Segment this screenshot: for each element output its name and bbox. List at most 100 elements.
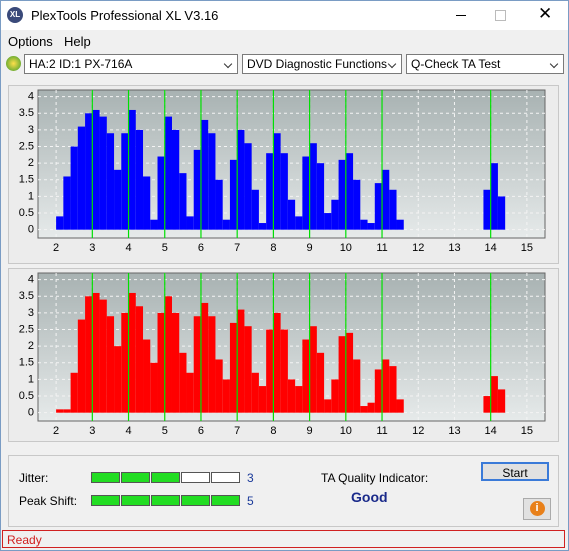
histogram-bar [345,153,354,230]
histogram-bar [215,179,223,230]
y-tick-label: 2.5 [19,323,34,335]
y-tick-label: 4 [28,91,34,103]
x-tick-label: 14 [485,425,497,437]
function-select[interactable]: DVD Diagnostic Functions [242,54,402,74]
histogram-bar [77,126,86,230]
histogram-bar [70,146,78,230]
x-tick-label: 5 [162,242,168,254]
histogram-bar [121,312,129,413]
histogram-bar [353,179,361,230]
x-tick-label: 3 [89,425,95,437]
histogram-bar [353,359,361,413]
histogram-bar [121,133,129,230]
y-tick-label: 3 [28,307,34,319]
histogram-bar [497,196,506,230]
histogram-bar [56,409,64,413]
y-tick-label: 3.5 [19,107,34,119]
histogram-bar [338,159,346,230]
y-tick-label: 2 [28,157,34,169]
x-tick-label: 6 [198,425,204,437]
histogram-bar [114,346,122,413]
menu-help[interactable]: Help [64,34,91,49]
x-tick-label: 5 [162,425,168,437]
histogram-bar [287,379,296,413]
histogram-bar [324,213,332,230]
histogram-bar [360,406,368,413]
y-tick-label: 0 [28,407,34,419]
histogram-bar [490,163,498,230]
meter-segment [151,472,180,483]
histogram-bar [200,302,209,413]
histogram-bar [258,223,267,230]
x-tick-label: 4 [125,425,131,437]
x-tick-label: 15 [521,425,533,437]
histogram-bar [164,296,172,413]
histogram-bar [374,183,383,230]
histogram-bar [157,156,165,230]
x-tick-label: 11 [376,242,387,254]
histogram-bar [56,216,64,230]
histogram-bar [63,176,71,230]
y-tick-label: 2.5 [19,140,34,152]
y-tick-label: 4 [28,274,34,286]
meter-segment [181,472,210,483]
x-tick-label: 15 [521,242,533,254]
minimize-button[interactable] [456,15,466,16]
histogram-bar [135,129,144,230]
histogram-bar [273,133,281,230]
y-tick-label: 1 [28,190,34,202]
menu-options[interactable]: Options [8,34,53,49]
histogram-bar [280,153,288,230]
histogram-bar [229,159,238,230]
histogram-bar [295,216,303,230]
y-tick-label: 1.5 [19,174,34,186]
drive-select[interactable]: HA:2 ID:1 PX-716A [24,54,238,74]
histogram-bar [106,133,115,230]
y-tick-label: 3 [28,124,34,136]
charts: 00.511.522.533.542 3 4 5 6 7 8 9 10 11 12 13 14 1500.… [19,89,546,437]
x-tick-label: 12 [412,425,424,437]
histogram-bar [143,176,151,230]
histogram-bar [490,376,498,413]
histogram-bar [157,312,165,413]
peak-shift-label: Peak Shift: [19,494,78,508]
ta-label: TA Quality Indicator: [321,471,429,485]
maximize-button[interactable] [495,10,506,21]
histogram-bar [215,359,223,413]
histogram-bar [193,316,201,413]
x-tick-label: 7 [234,242,240,254]
histogram-bar [345,332,354,413]
histogram-bar [63,409,71,413]
histogram-bar [179,352,187,413]
status-text: Ready [7,533,42,547]
title-bar: XL PlexTools Professional XL V3.16 ✕ [1,1,568,30]
histogram-bar [316,352,325,413]
x-tick-label: 9 [307,425,313,437]
y-tick-label: 0 [28,224,34,236]
histogram-bar [208,316,216,413]
histogram-bar [316,163,325,230]
x-tick-label: 9 [307,242,313,254]
x-tick-label: 4 [125,242,131,254]
meter-segment [121,495,150,506]
histogram-bar [396,219,404,230]
info-button[interactable]: i [523,498,551,520]
y-tick-label: 3.5 [19,290,34,302]
histogram-bar [367,223,375,230]
close-button[interactable]: ✕ [538,4,553,23]
x-tick-label: 14 [485,242,497,254]
histogram-bar [179,173,187,230]
histogram-bar [85,113,93,230]
peak-shift-value: 5 [247,494,254,508]
histogram-bar [309,143,317,230]
histogram-bar [382,169,390,230]
test-select[interactable]: Q-Check TA Test [406,54,564,74]
histogram-bar [222,379,230,413]
start-button[interactable]: Start [481,462,549,481]
histogram-bar [106,316,115,413]
histogram-bar [114,169,122,230]
histogram-bar [128,292,136,413]
histogram-bar [237,129,245,230]
histogram-bar [302,339,310,413]
x-tick-label: 13 [448,242,460,254]
